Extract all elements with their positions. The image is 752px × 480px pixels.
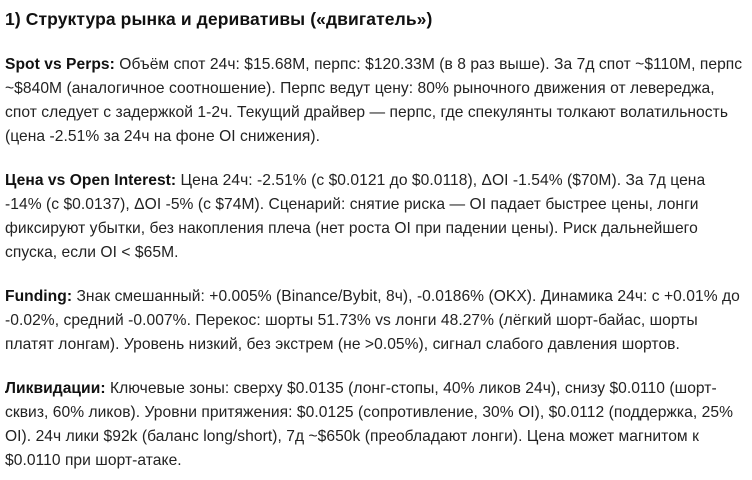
paragraph-text: Объём спот 24ч: $15.68M, перпс: $120.33M… bbox=[5, 56, 743, 145]
paragraph-text: Цена 24ч: -2.51% (с $0.0121 до $0.0118),… bbox=[5, 172, 706, 261]
paragraph-label: Spot vs Perps: bbox=[5, 56, 115, 73]
paragraph-label: Ликвидации: bbox=[5, 380, 106, 397]
paragraph-liquidations: Ликвидации: Ключевые зоны: сверху $0.013… bbox=[5, 377, 746, 473]
paragraph-text: Ключевые зоны: сверху $0.0135 (лонг-стоп… bbox=[5, 380, 733, 469]
section-title: 1) Структура рынка и деривативы («двигат… bbox=[5, 9, 433, 29]
paragraph-spot-vs-perps: Spot vs Perps: Объём спот 24ч: $15.68M, … bbox=[5, 53, 746, 149]
paragraph-label: Цена vs Open Interest: bbox=[5, 172, 177, 189]
paragraph-funding: Funding: Знак смешанный: +0.005% (Binanc… bbox=[5, 285, 746, 357]
paragraph-text: Знак смешанный: +0.005% (Binance/Bybit, … bbox=[5, 288, 740, 353]
paragraph-price-vs-oi: Цена vs Open Interest: Цена 24ч: -2.51% … bbox=[5, 169, 746, 265]
paragraph-label: Funding: bbox=[5, 288, 73, 305]
